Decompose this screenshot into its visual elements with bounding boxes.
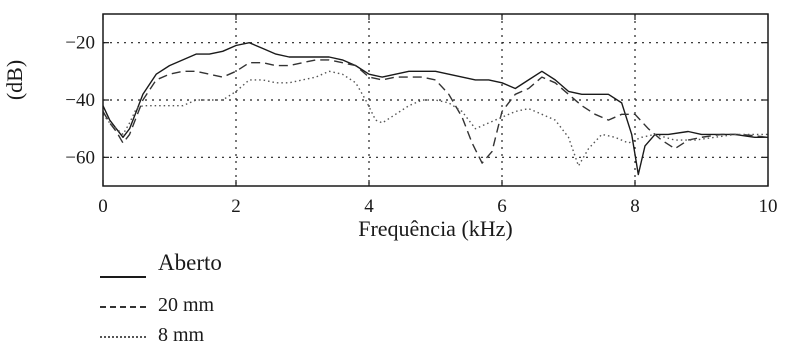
x-tick-label-10: 10 (759, 196, 778, 217)
legend-label-20mm: 20 mm (158, 294, 215, 316)
x-tick-label-0: 0 (98, 196, 108, 217)
legend-swatch-dashed (100, 306, 146, 308)
grid-lines (103, 14, 768, 186)
legend-label-aberto: Aberto (158, 250, 222, 275)
x-tick-label-4: 4 (364, 196, 374, 217)
x-tick-label-8: 8 (630, 196, 640, 217)
legend-swatch-dotted (100, 336, 146, 338)
y-tick-label-40: −40 (65, 90, 95, 111)
series-line-1 (102, 59, 769, 164)
y-tick-label-20: −20 (65, 33, 95, 54)
y-tick-label-60: −60 (65, 147, 95, 168)
series-line-0 (102, 42, 768, 176)
axis-ticks: 0 2 4 6 8 10 −20 −40 −60 (65, 14, 778, 217)
legend-label-8mm: 8 mm (158, 324, 205, 346)
legend-swatch-solid (100, 276, 146, 278)
x-tick-label-2: 2 (231, 196, 241, 217)
series-lines (102, 42, 769, 176)
x-axis-title: Frequência (kHz) (358, 216, 513, 241)
x-tick-label-6: 6 (497, 196, 507, 217)
y-axis-title: (dB) (2, 60, 27, 100)
series-line-2 (102, 70, 768, 167)
